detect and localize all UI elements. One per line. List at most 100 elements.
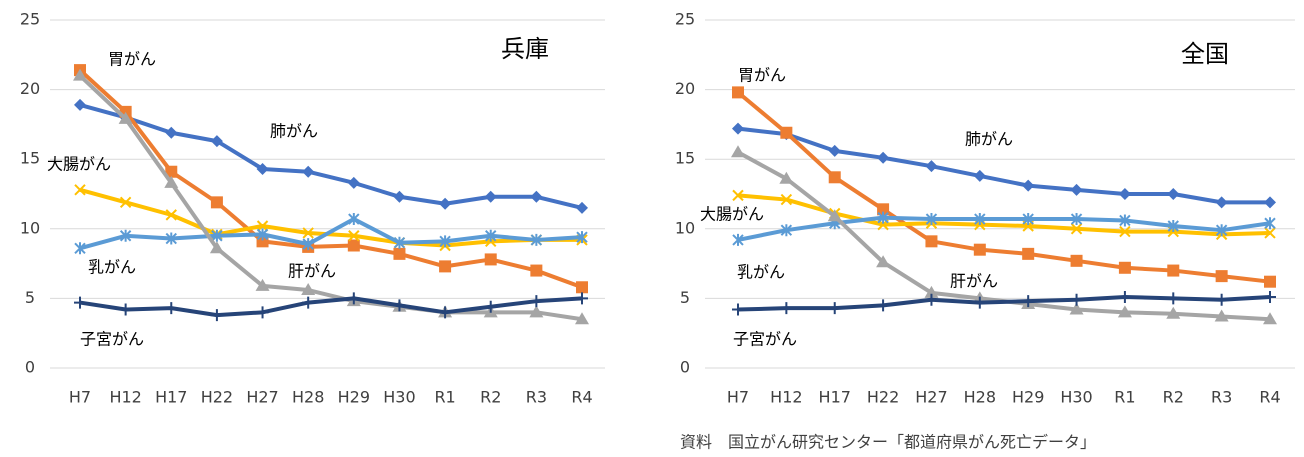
marker (1215, 196, 1228, 209)
marker (1264, 227, 1276, 239)
y-tick-label: 15 (675, 149, 695, 168)
series-label: 乳がん (737, 263, 785, 282)
marker (302, 165, 315, 178)
marker (732, 189, 744, 202)
x-tick-label: H28 (292, 388, 324, 407)
chart-title: 全国 (1181, 40, 1229, 68)
marker (925, 160, 938, 173)
marker (1118, 261, 1131, 274)
marker (165, 302, 178, 315)
marker (165, 165, 178, 178)
marker (973, 169, 986, 182)
marker (1069, 302, 1084, 315)
marker (119, 196, 132, 209)
marker (827, 209, 842, 222)
marker (484, 300, 497, 313)
marker (165, 209, 177, 221)
marker (1166, 306, 1181, 319)
y-tick-label: 15 (20, 149, 40, 168)
x-tick-label: R3 (526, 388, 547, 407)
marker (576, 292, 588, 305)
x-tick-label: H29 (1012, 388, 1044, 407)
marker (1167, 264, 1180, 277)
marker (164, 175, 179, 188)
series (74, 64, 588, 294)
marker (439, 197, 452, 210)
series-line (737, 150, 1271, 322)
marker (529, 305, 544, 318)
marker (256, 220, 269, 232)
marker (1022, 247, 1035, 260)
y-tick-label: 20 (20, 79, 40, 98)
y-tick-label: 5 (680, 288, 690, 307)
y-tick-label: 10 (20, 218, 40, 237)
marker (732, 233, 744, 246)
x-tick-label: H27 (246, 388, 278, 407)
marker (119, 229, 132, 242)
x-tick-label: H12 (770, 388, 802, 407)
marker (576, 281, 588, 294)
marker (575, 312, 589, 325)
marker (348, 230, 360, 242)
series-label: 胃がん (738, 66, 786, 85)
series (74, 98, 588, 214)
marker (347, 239, 360, 252)
series-label: 胃がん (108, 50, 156, 69)
marker (877, 211, 889, 224)
chart-title: 兵庫 (501, 35, 549, 63)
marker (256, 228, 269, 241)
marker (485, 229, 497, 242)
series-line (737, 126, 1270, 205)
marker (393, 247, 406, 260)
marker (530, 264, 543, 277)
marker (302, 238, 314, 251)
marker (924, 285, 939, 298)
marker (779, 171, 794, 184)
marker (256, 162, 269, 175)
marker (732, 86, 744, 99)
series (732, 86, 1276, 288)
x-tick-label: H27 (915, 388, 947, 407)
series-line (79, 296, 583, 318)
y-tick-label: 25 (675, 10, 695, 29)
marker (1117, 305, 1132, 318)
marker (301, 283, 316, 296)
y-tick-label: 10 (675, 218, 695, 237)
x-tick-label: H28 (964, 388, 996, 407)
marker (925, 293, 938, 306)
marker (732, 122, 744, 135)
y-tick-label: 5 (25, 288, 35, 307)
marker (1167, 292, 1180, 305)
marker (210, 135, 223, 148)
marker (1022, 295, 1035, 308)
marker (530, 190, 543, 203)
x-tick-label: H30 (1060, 388, 1092, 407)
marker (828, 144, 841, 157)
series-line (79, 187, 582, 248)
x-tick-label: H30 (383, 388, 415, 407)
marker (118, 111, 133, 124)
marker (530, 233, 543, 246)
marker (828, 171, 841, 184)
marker (576, 231, 588, 244)
marker (256, 306, 269, 319)
marker (877, 151, 890, 164)
series-line (78, 68, 583, 290)
marker (1215, 270, 1228, 283)
series (74, 292, 588, 322)
marker (1118, 188, 1131, 200)
series (732, 211, 1276, 246)
series-line (78, 74, 583, 322)
marker (1264, 196, 1276, 209)
marker (1070, 293, 1083, 306)
marker (925, 235, 938, 248)
marker (439, 260, 452, 273)
marker (1215, 293, 1228, 306)
x-tick-label: H22 (201, 388, 233, 407)
x-tick-label: R2 (1163, 388, 1184, 407)
marker (1263, 312, 1277, 325)
series-label: 子宮がん (80, 330, 144, 349)
marker (393, 299, 406, 312)
marker (876, 255, 891, 268)
marker (119, 303, 132, 316)
